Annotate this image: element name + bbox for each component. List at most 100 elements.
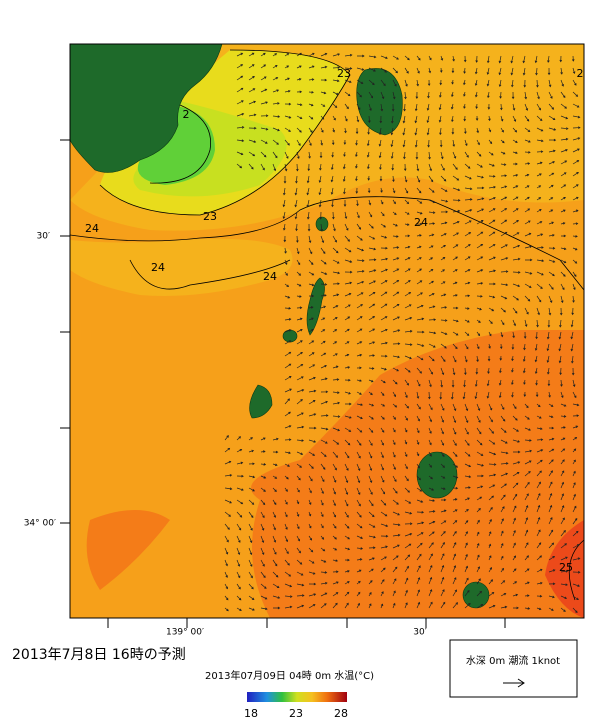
current-arrow — [439, 127, 442, 136]
current-arrow — [524, 427, 531, 431]
current-arrow — [488, 555, 492, 561]
current-arrow — [428, 601, 433, 609]
current-arrow — [572, 283, 576, 291]
current-arrow — [560, 209, 566, 213]
current-arrow — [474, 391, 478, 400]
current-arrow — [272, 559, 278, 567]
current-arrow — [296, 328, 303, 333]
current-arrow — [260, 151, 267, 158]
current-arrow — [536, 91, 540, 100]
current-arrow — [572, 425, 579, 429]
current-arrow — [510, 67, 514, 76]
current-arrow — [404, 55, 410, 61]
current-arrow — [416, 391, 420, 399]
current-arrow — [464, 486, 471, 489]
current-arrow — [500, 593, 507, 597]
current-arrow — [452, 542, 457, 549]
current-arrow — [547, 67, 551, 76]
current-arrow — [344, 475, 349, 484]
current-arrow — [512, 185, 519, 189]
current-arrow — [536, 103, 541, 111]
current-arrow — [248, 52, 255, 57]
current-arrow — [332, 66, 341, 69]
current-arrow — [500, 219, 508, 225]
current-arrow — [511, 343, 515, 350]
current-arrow — [548, 582, 556, 586]
current-arrow — [284, 511, 288, 518]
current-arrow — [368, 55, 377, 59]
current-arrow — [308, 571, 316, 575]
current-arrow — [236, 436, 242, 441]
current-arrow — [476, 319, 481, 323]
current-arrow — [224, 511, 231, 517]
current-arrow — [392, 602, 396, 609]
current-arrow — [488, 256, 496, 261]
current-arrow — [464, 294, 471, 298]
current-arrow — [392, 487, 398, 494]
current-arrow — [296, 594, 305, 597]
current-arrow — [403, 163, 407, 172]
current-arrow — [224, 547, 229, 555]
current-arrow — [236, 64, 244, 69]
current-arrow — [440, 355, 446, 363]
current-arrow — [524, 208, 531, 213]
current-arrow — [296, 604, 305, 609]
current-arrow — [536, 607, 542, 611]
current-arrow — [572, 482, 576, 489]
current-arrow — [332, 271, 341, 275]
current-arrow — [500, 307, 506, 313]
current-arrow — [307, 163, 311, 172]
current-arrow — [344, 427, 352, 432]
current-arrow — [380, 187, 383, 193]
current-arrow — [438, 115, 442, 123]
current-arrow — [572, 583, 580, 587]
current-arrow — [380, 487, 386, 495]
current-arrow — [392, 91, 396, 100]
current-arrow — [488, 343, 491, 349]
current-arrow — [368, 391, 373, 396]
current-arrow — [500, 415, 506, 422]
current-arrow — [404, 475, 409, 482]
current-arrow — [500, 257, 509, 261]
current-arrow — [344, 391, 351, 395]
current-arrow — [404, 79, 408, 87]
current-arrow — [320, 487, 324, 495]
current-arrow — [308, 283, 315, 287]
current-arrow — [476, 463, 484, 467]
current-arrow — [512, 208, 519, 213]
current-arrow — [524, 607, 531, 610]
current-arrow — [404, 304, 412, 309]
current-arrow — [332, 570, 339, 574]
current-arrow — [572, 137, 581, 141]
current-arrow — [404, 187, 409, 194]
current-arrow — [536, 555, 542, 561]
current-arrow — [392, 566, 398, 573]
current-arrow — [368, 211, 373, 218]
current-arrow — [512, 517, 516, 525]
current-arrow — [260, 76, 267, 81]
current-arrow — [464, 209, 473, 213]
current-arrow — [391, 115, 394, 124]
current-arrow — [452, 463, 459, 468]
current-arrow — [320, 235, 325, 244]
current-arrow — [284, 139, 290, 146]
current-arrow — [368, 328, 376, 333]
current-arrow — [356, 475, 361, 484]
current-arrow — [415, 91, 419, 100]
current-arrow — [452, 403, 457, 412]
current-arrow — [416, 199, 423, 204]
current-arrow — [488, 196, 496, 201]
current-arrow — [272, 115, 281, 118]
current-arrow — [392, 451, 396, 458]
current-arrow — [284, 438, 292, 442]
current-arrow — [308, 426, 317, 430]
current-arrow — [452, 220, 460, 225]
current-arrow — [536, 150, 544, 154]
current-arrow — [440, 451, 445, 457]
current-arrow — [380, 523, 389, 527]
current-arrow — [404, 292, 412, 297]
current-arrow — [248, 499, 255, 505]
current-arrow — [332, 115, 336, 121]
current-arrow — [486, 55, 490, 64]
current-arrow — [428, 520, 436, 525]
